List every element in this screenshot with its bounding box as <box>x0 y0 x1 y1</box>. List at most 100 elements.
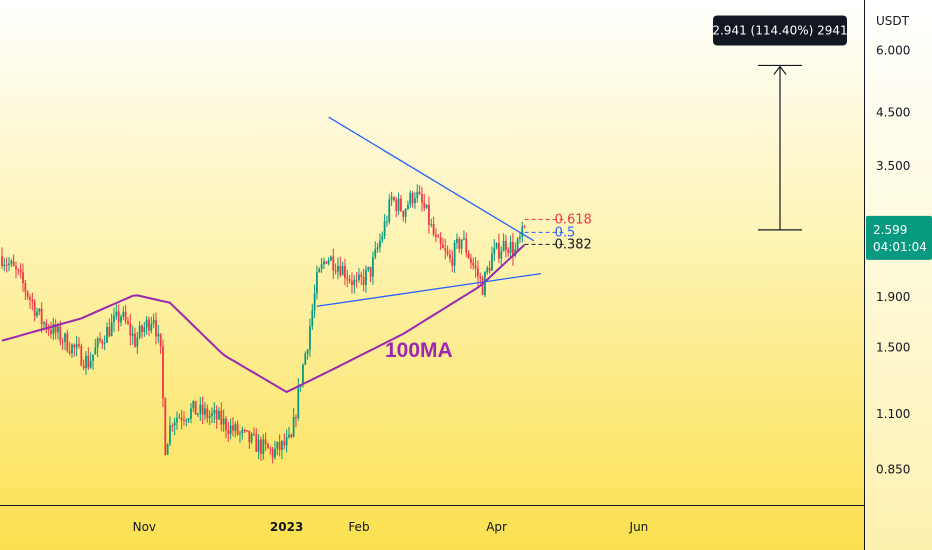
candle-body <box>264 439 267 444</box>
candle-body <box>199 404 202 414</box>
candle-body <box>75 344 78 348</box>
fib-label: 0.382 <box>555 237 592 252</box>
candle-body <box>460 239 463 249</box>
candle-body <box>267 443 269 449</box>
candle-body <box>152 319 155 324</box>
candle-body <box>106 327 108 343</box>
projection-arrowhead <box>773 65 787 75</box>
candle-body <box>306 349 309 354</box>
candle-body <box>73 344 76 348</box>
candle-body <box>493 247 496 254</box>
projection-tooltip <box>713 15 847 46</box>
candle-body <box>502 240 505 252</box>
candle-body <box>92 354 94 361</box>
candle-body <box>519 236 521 239</box>
candle-body <box>131 333 134 336</box>
candle-body <box>425 204 428 209</box>
candle-body <box>64 333 66 343</box>
candle-body <box>500 251 503 259</box>
candle-body <box>498 243 500 259</box>
candle-body <box>94 347 97 355</box>
candle-body <box>346 277 349 280</box>
candle-body <box>430 224 433 226</box>
candle-body <box>250 433 253 443</box>
x-tick-label: Nov <box>133 520 156 534</box>
candle-body <box>136 337 139 347</box>
candle-body <box>36 311 38 317</box>
candle-body <box>15 266 17 270</box>
y-tick-label: 3.500 <box>876 159 910 173</box>
candle-body <box>243 429 246 431</box>
candle-body <box>451 258 454 266</box>
candle-body <box>444 248 447 251</box>
candle-body <box>124 311 127 322</box>
candle-body <box>505 240 507 251</box>
candle-body <box>334 270 337 272</box>
candle-body <box>309 326 311 350</box>
candle-body <box>484 272 486 295</box>
candle-body <box>110 322 113 337</box>
candle-body <box>479 276 482 279</box>
candle-body <box>1 256 3 266</box>
candle-body <box>402 210 405 217</box>
candle-body <box>127 321 129 324</box>
candle-body <box>348 279 351 281</box>
candle-body <box>467 252 470 259</box>
candle-body <box>241 429 244 433</box>
candle-body <box>337 265 339 272</box>
candle-body <box>236 424 239 435</box>
candle-body <box>302 364 304 385</box>
trendline-lower[interactable] <box>316 272 542 307</box>
current-price-tag-bg <box>866 215 932 260</box>
candle-body <box>155 319 157 337</box>
candle-body <box>248 430 251 443</box>
candle-body <box>411 192 414 204</box>
candle-body <box>397 198 400 212</box>
y-tick-label: 1.500 <box>876 341 910 355</box>
candle-body <box>446 250 449 255</box>
candle-body <box>281 441 283 451</box>
candle-body <box>290 434 293 437</box>
currency-label: USDT <box>876 14 910 28</box>
candle-body <box>477 268 479 277</box>
candle-body <box>24 283 27 292</box>
candle-body <box>85 355 87 368</box>
candle-body <box>10 261 13 264</box>
candle-body <box>297 387 300 419</box>
candle-body <box>19 269 22 273</box>
candle-body <box>178 417 181 419</box>
candle-body <box>162 346 164 399</box>
candle-body <box>414 198 416 204</box>
candle-body <box>344 265 346 278</box>
candle-body <box>509 241 512 253</box>
candle-body <box>285 437 288 446</box>
candle-body <box>206 408 209 418</box>
candle-body <box>432 224 435 235</box>
candle-body <box>491 253 493 271</box>
candle-body <box>5 264 8 266</box>
ma-layer <box>1 244 526 394</box>
price-axis-panel <box>865 0 932 550</box>
candle-body <box>164 398 167 455</box>
candle-body <box>386 221 388 223</box>
x-tick-label: 2023 <box>270 520 303 534</box>
y-tick-label: 1.900 <box>876 290 910 304</box>
candle-body <box>271 449 274 458</box>
candle-body <box>341 265 344 276</box>
candle-body <box>159 333 162 347</box>
candle-body <box>29 296 31 300</box>
candle-body <box>82 365 85 368</box>
candle-body <box>190 408 192 419</box>
candle-body <box>211 413 213 416</box>
candle-body <box>33 301 36 317</box>
candle-body <box>269 448 272 450</box>
candle-body <box>379 240 381 248</box>
candle-body <box>421 193 423 203</box>
candle-body <box>222 418 225 425</box>
candle-body <box>516 238 519 250</box>
trendline-upper[interactable] <box>328 116 535 242</box>
candle-body <box>488 267 491 271</box>
